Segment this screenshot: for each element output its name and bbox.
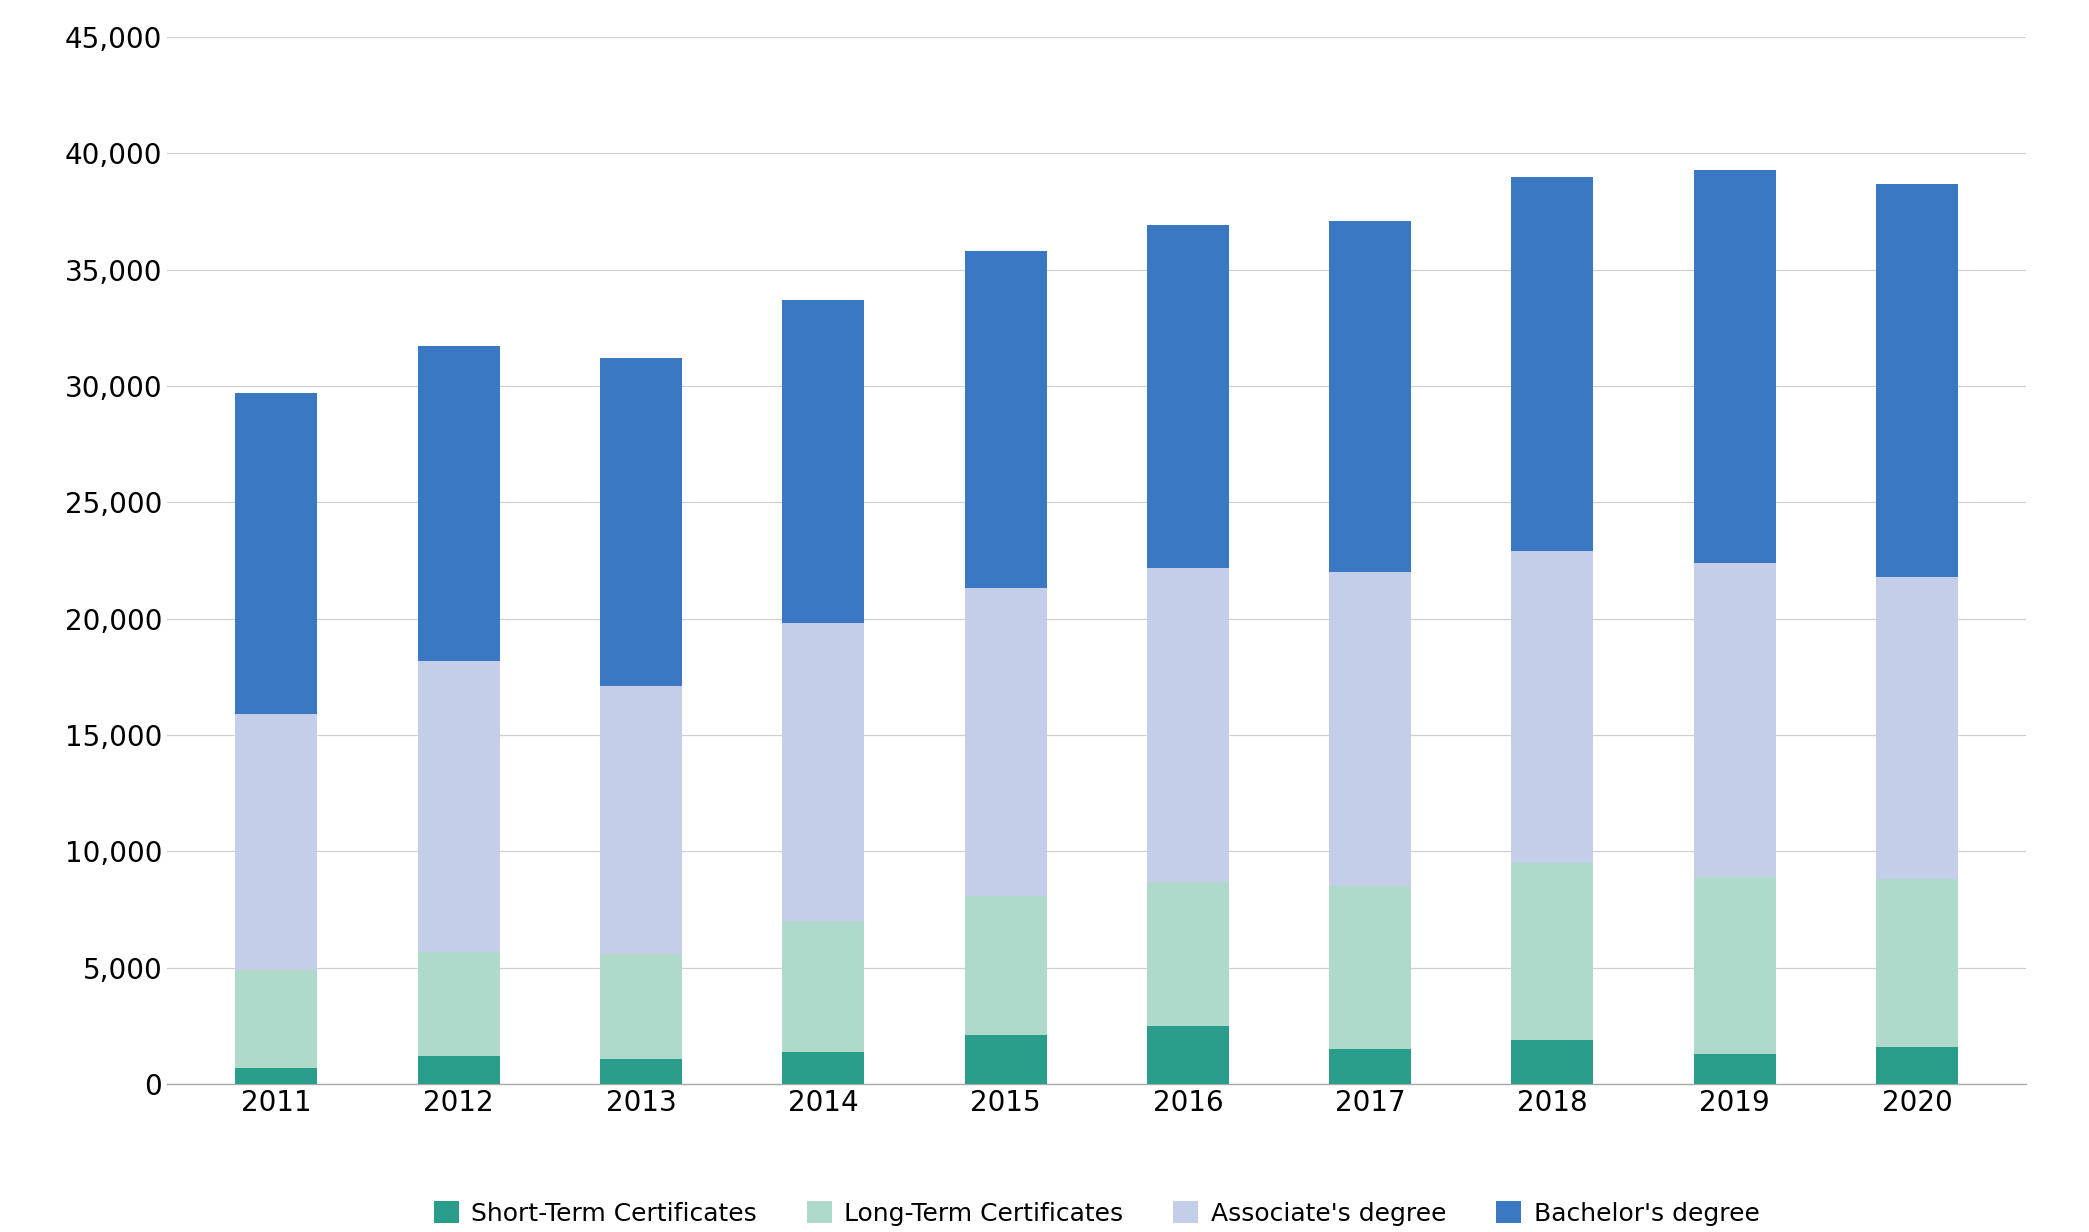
Bar [1329, 886, 1412, 1050]
Bar [965, 589, 1047, 896]
Bar [965, 1035, 1047, 1084]
Bar [1147, 882, 1228, 1026]
Bar [1876, 1047, 1957, 1084]
Bar [1694, 1053, 1776, 1084]
Bar [1694, 563, 1776, 877]
Bar [781, 922, 865, 1052]
Bar [1147, 568, 1228, 882]
Bar [418, 1056, 499, 1084]
Bar [1147, 225, 1228, 568]
Bar [600, 686, 681, 954]
Bar [1512, 864, 1594, 1040]
Bar [418, 951, 499, 1056]
Bar [236, 1068, 318, 1084]
Bar [236, 715, 318, 970]
Bar [418, 660, 499, 951]
Bar [965, 896, 1047, 1035]
Bar [1147, 1026, 1228, 1084]
Bar [236, 393, 318, 715]
Bar [418, 346, 499, 660]
Bar [600, 1058, 681, 1084]
Bar [1512, 551, 1594, 864]
Bar [965, 251, 1047, 589]
Bar [1876, 184, 1957, 577]
Bar [1329, 221, 1412, 572]
Bar [781, 1052, 865, 1084]
Bar [1512, 1040, 1594, 1084]
Bar [781, 299, 865, 623]
Bar [1694, 170, 1776, 563]
Bar [600, 359, 681, 686]
Bar [236, 970, 318, 1068]
Bar [600, 954, 681, 1058]
Bar [781, 623, 865, 922]
Bar [1694, 877, 1776, 1053]
Bar [1329, 1050, 1412, 1084]
Bar [1329, 572, 1412, 886]
Bar [1876, 577, 1957, 880]
Bar [1512, 176, 1594, 551]
Legend: Short-Term Certificates, Long-Term Certificates, Associate's degree, Bachelor's : Short-Term Certificates, Long-Term Certi… [424, 1191, 1769, 1232]
Bar [1876, 880, 1957, 1047]
